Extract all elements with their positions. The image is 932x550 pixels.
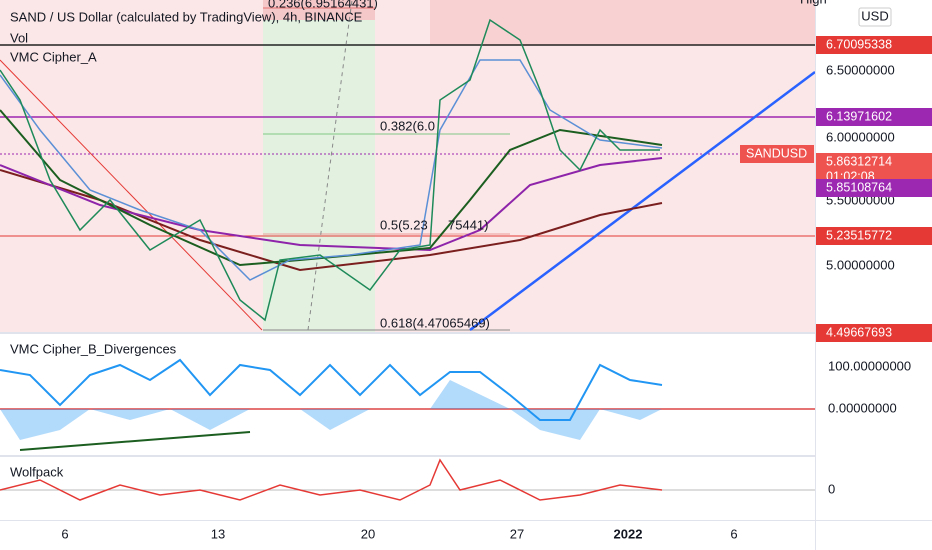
trend-down <box>0 59 263 331</box>
price-tag-label: 5.23515772 <box>826 228 892 242</box>
time-axis-label: 2022 <box>614 526 643 541</box>
price-tag-label: 5.85108764 <box>826 180 892 194</box>
chart-title: SAND / US Dollar (calculated by TradingV… <box>10 9 363 24</box>
fib-label: 0.5(5.23 <box>380 217 428 232</box>
fib-label: 0.236(6.95164431) <box>268 0 378 10</box>
money-flow <box>0 380 662 440</box>
price-tag <box>816 324 932 342</box>
pane-divider <box>0 455 815 457</box>
pane-axis-label: 100.00000000 <box>828 358 911 373</box>
volume-label: Vol <box>10 30 28 45</box>
pane-axis-label: 0.00000000 <box>828 400 897 415</box>
symbol-tag <box>740 145 814 163</box>
ma-200 <box>0 169 663 272</box>
fib-label: 75441) <box>448 217 488 232</box>
time-axis-label: 6 <box>730 526 737 541</box>
fib-label: 0.382(6.0 <box>380 118 435 133</box>
fib-label: 0.618(4.47065469) <box>380 315 490 330</box>
pane-divider <box>0 332 815 334</box>
price-axis-label: 6.50000000 <box>826 62 895 77</box>
price-tag-label: 6.70095338 <box>826 37 892 51</box>
ma-purple <box>0 157 663 252</box>
price-tag <box>816 179 932 197</box>
currency-box <box>858 7 892 27</box>
price-tag <box>816 108 932 126</box>
pane-axis-label: 0 <box>828 481 835 496</box>
time-axis-label: 20 <box>361 526 375 541</box>
price-axis-label: 5.00000000 <box>826 257 895 272</box>
wave-trend <box>0 358 663 421</box>
price-tag <box>816 227 932 245</box>
price <box>0 18 660 322</box>
time-axis-label: 27 <box>510 526 524 541</box>
pane-title: VMC Cipher_B_Divergences <box>10 341 177 356</box>
price-tag-label: 6.13971602 <box>826 109 892 123</box>
range-highlight <box>263 0 375 332</box>
main-pane-bg <box>0 0 815 332</box>
indicator-label: VMC Cipher_A <box>10 49 97 64</box>
range-top <box>263 0 375 20</box>
price-tag <box>816 36 932 54</box>
divergence <box>19 431 251 451</box>
price-axis-label: 6.00000000 <box>826 129 895 144</box>
ribbon <box>0 59 663 281</box>
wolfpack-line <box>0 458 663 501</box>
currency: USD <box>861 8 888 23</box>
time-axis-label: 13 <box>211 526 225 541</box>
price-tag-label: 5.86312714 <box>826 154 892 168</box>
ma-green <box>0 109 663 267</box>
price-axis-border <box>815 0 816 550</box>
trend-up <box>469 70 816 332</box>
time-axis-label: 6 <box>61 526 68 541</box>
corner-label: High <box>800 0 827 6</box>
pane-title: Wolfpack <box>10 464 64 479</box>
zone <box>430 0 815 45</box>
price-tag-label: 4.49667693 <box>826 325 892 339</box>
time-axis-border <box>0 520 932 521</box>
symbol-label: SANDUSD <box>746 146 807 160</box>
